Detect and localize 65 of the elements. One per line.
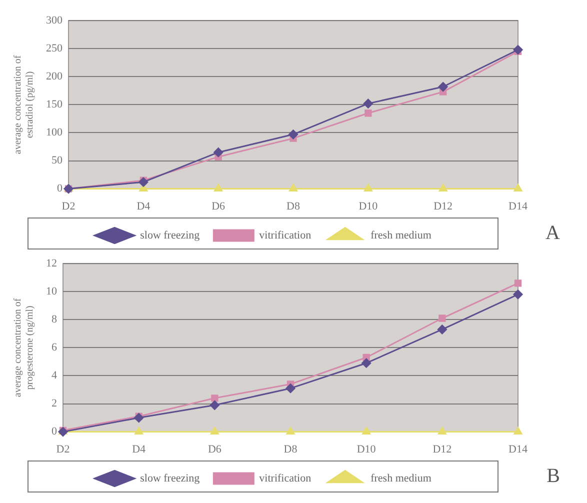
- y-tick-label: 50: [52, 154, 63, 167]
- point: [363, 98, 373, 108]
- point: [214, 148, 224, 158]
- legend-label: slow freezing: [140, 229, 200, 242]
- x-tick-label: D4: [136, 200, 151, 212]
- point: [364, 184, 372, 192]
- point: [437, 324, 447, 334]
- y-tick-label: 8: [52, 314, 58, 326]
- x-tick-label: D8: [284, 443, 298, 456]
- point: [210, 400, 220, 410]
- point: [286, 384, 296, 394]
- y-axis-title: average concentration of progesterone (ng/ml): [12, 298, 36, 398]
- legend-label: fresh medium: [370, 472, 432, 484]
- point: [514, 184, 522, 192]
- x-tick-label: D14: [508, 443, 528, 456]
- point: [364, 110, 372, 117]
- x-tick-label: D6: [208, 443, 222, 456]
- y-tick-label: 2: [52, 398, 57, 410]
- point: [211, 394, 218, 402]
- x-tick-label: D14: [508, 200, 528, 212]
- x-tick-label: D12: [432, 443, 452, 456]
- legend-label: vitrification: [259, 472, 312, 484]
- x-tick-label: D10: [358, 200, 378, 212]
- legend-label: vitrification: [259, 229, 312, 242]
- y-tick-label: 100: [46, 126, 63, 139]
- point: [362, 358, 372, 368]
- point: [513, 290, 523, 300]
- legend-label: fresh medium: [370, 229, 432, 242]
- y-tick-label: 200: [46, 70, 63, 83]
- point: [289, 184, 298, 192]
- x-tick-label: D8: [286, 200, 300, 212]
- point: [210, 427, 219, 435]
- y-tick-label: 150: [46, 98, 63, 111]
- point: [438, 82, 448, 92]
- point: [514, 280, 522, 287]
- point: [438, 184, 448, 192]
- point: [438, 427, 446, 435]
- x-tick-label: D2: [56, 443, 70, 456]
- y-tick-label: 10: [46, 286, 58, 298]
- point: [286, 427, 295, 435]
- point: [438, 314, 446, 322]
- legend-label: slow freezing: [140, 472, 200, 484]
- y-tick-label: 12: [46, 257, 57, 270]
- point: [362, 427, 371, 435]
- y-tick-label: 0: [57, 182, 63, 195]
- x-tick-label: D6: [212, 200, 226, 212]
- y-tick-label: 6: [52, 342, 58, 354]
- y-tick-label: 300: [46, 14, 63, 26]
- x-tick-label: D10: [356, 443, 376, 456]
- y-tick-label: 4: [52, 370, 58, 382]
- point: [134, 427, 144, 435]
- point: [288, 130, 298, 140]
- y-tick-label: 250: [46, 42, 63, 55]
- x-tick-label: D2: [62, 200, 76, 212]
- point: [138, 177, 148, 187]
- x-tick-label: D4: [132, 443, 146, 456]
- text: B: [546, 465, 560, 488]
- y-axis-title: average concentration of estradiol (pg/ml): [12, 54, 36, 154]
- x-tick-label: D12: [434, 200, 453, 212]
- text: A: [546, 222, 560, 245]
- point: [513, 45, 523, 55]
- point: [134, 413, 144, 423]
- y-tick-label: 0: [52, 426, 58, 438]
- point: [514, 427, 522, 435]
- point: [214, 184, 223, 192]
